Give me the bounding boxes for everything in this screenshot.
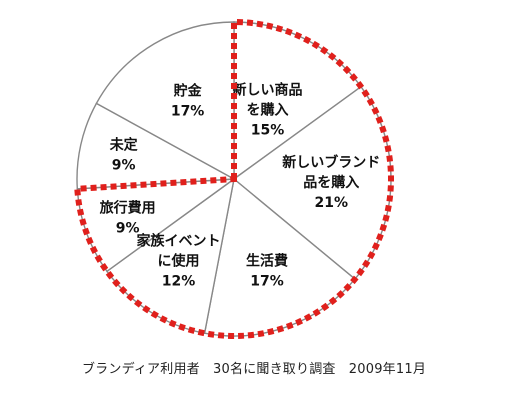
highlight-outline <box>74 18 394 339</box>
slice-name-label: 新しいブランド <box>282 154 380 171</box>
chart-caption: ブランディア利用者 30名に聞き取り調査 2009年11月 <box>81 362 427 377</box>
slice-percent-label: 12% <box>162 274 196 290</box>
slice-percent-label: 9% <box>116 220 140 236</box>
slice-percent-label: 17% <box>250 274 284 290</box>
slice-name-label: 品を購入 <box>303 174 359 191</box>
slice-percent-label: 9% <box>112 157 136 173</box>
slice-name-label: を購入 <box>247 101 289 118</box>
slice-name-label: 貯金 <box>174 83 203 100</box>
slice-name-label: 旅行費用 <box>100 199 156 216</box>
slice-percent-label: 17% <box>171 104 205 120</box>
slice-percent-label: 15% <box>251 122 285 138</box>
slice-name-label: 未定 <box>110 136 138 153</box>
slice-name-label: に使用 <box>158 253 200 270</box>
pie-slice <box>95 21 235 181</box>
slice-percent-label: 21% <box>315 195 349 211</box>
slice-name-label: 生活費 <box>246 253 288 270</box>
slice-name-label: 家族イベント <box>137 233 221 250</box>
pie-slice <box>76 102 237 190</box>
slice-name-label: 新しい商品 <box>233 81 303 98</box>
